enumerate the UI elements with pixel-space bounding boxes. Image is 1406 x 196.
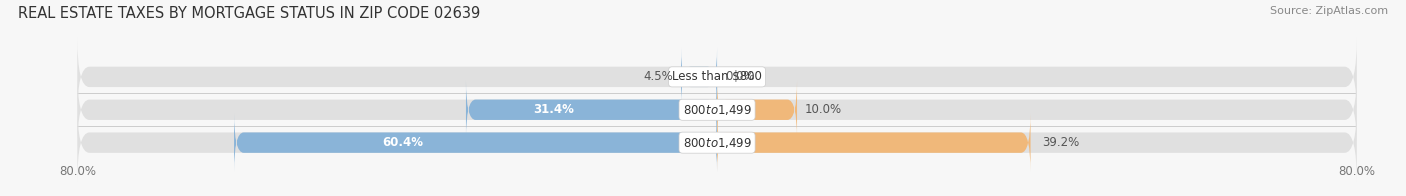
FancyBboxPatch shape xyxy=(77,103,1357,182)
Text: Source: ZipAtlas.com: Source: ZipAtlas.com xyxy=(1270,6,1388,16)
FancyBboxPatch shape xyxy=(717,113,1031,172)
Text: 60.4%: 60.4% xyxy=(382,136,423,149)
FancyBboxPatch shape xyxy=(681,48,717,106)
Text: Less than $800: Less than $800 xyxy=(672,70,762,83)
FancyBboxPatch shape xyxy=(77,38,1357,116)
Text: 4.5%: 4.5% xyxy=(644,70,673,83)
Text: 39.2%: 39.2% xyxy=(1042,136,1080,149)
Text: REAL ESTATE TAXES BY MORTGAGE STATUS IN ZIP CODE 02639: REAL ESTATE TAXES BY MORTGAGE STATUS IN … xyxy=(18,6,481,21)
FancyBboxPatch shape xyxy=(465,81,717,139)
Text: 10.0%: 10.0% xyxy=(806,103,842,116)
FancyBboxPatch shape xyxy=(717,81,797,139)
FancyBboxPatch shape xyxy=(77,71,1357,149)
FancyBboxPatch shape xyxy=(233,113,717,172)
Text: 0.0%: 0.0% xyxy=(725,70,755,83)
Text: $800 to $1,499: $800 to $1,499 xyxy=(682,136,752,150)
Text: $800 to $1,499: $800 to $1,499 xyxy=(682,103,752,117)
Text: 31.4%: 31.4% xyxy=(533,103,574,116)
